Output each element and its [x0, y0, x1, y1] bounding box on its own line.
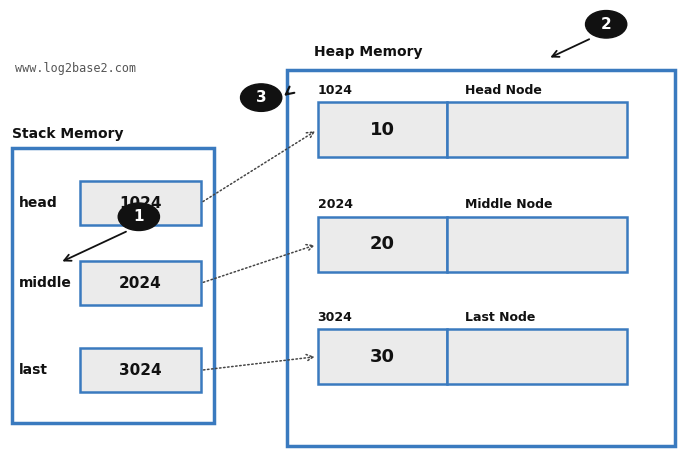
Text: last: last [19, 363, 48, 377]
Text: 1024: 1024 [317, 84, 353, 97]
Text: 2: 2 [601, 17, 611, 32]
Text: 1024: 1024 [119, 195, 161, 211]
Text: 20: 20 [370, 235, 395, 253]
Text: Middle Node: Middle Node [464, 198, 552, 211]
Text: middle: middle [19, 276, 72, 290]
Text: 3024: 3024 [317, 311, 353, 324]
FancyBboxPatch shape [12, 148, 215, 423]
Circle shape [586, 11, 627, 38]
Text: Head Node: Head Node [464, 84, 542, 97]
FancyBboxPatch shape [317, 329, 447, 384]
Circle shape [241, 84, 282, 112]
Circle shape [118, 203, 159, 230]
FancyBboxPatch shape [286, 70, 675, 446]
Text: 3: 3 [256, 90, 266, 105]
Text: 10: 10 [370, 121, 395, 139]
FancyBboxPatch shape [447, 329, 627, 384]
FancyBboxPatch shape [81, 349, 201, 392]
Text: 2024: 2024 [317, 198, 353, 211]
Text: Last Node: Last Node [464, 311, 535, 324]
Text: 30: 30 [370, 348, 395, 366]
Text: 1: 1 [134, 209, 144, 224]
FancyBboxPatch shape [447, 102, 627, 157]
Text: Stack Memory: Stack Memory [12, 127, 124, 141]
Text: Heap Memory: Heap Memory [314, 45, 422, 59]
Text: 2024: 2024 [119, 276, 162, 291]
FancyBboxPatch shape [447, 217, 627, 272]
Text: www.log2base2.com: www.log2base2.com [15, 62, 136, 75]
FancyBboxPatch shape [317, 102, 447, 157]
FancyBboxPatch shape [81, 261, 201, 305]
Text: 3024: 3024 [119, 363, 162, 378]
FancyBboxPatch shape [317, 217, 447, 272]
Text: head: head [19, 196, 57, 210]
FancyBboxPatch shape [81, 181, 201, 225]
